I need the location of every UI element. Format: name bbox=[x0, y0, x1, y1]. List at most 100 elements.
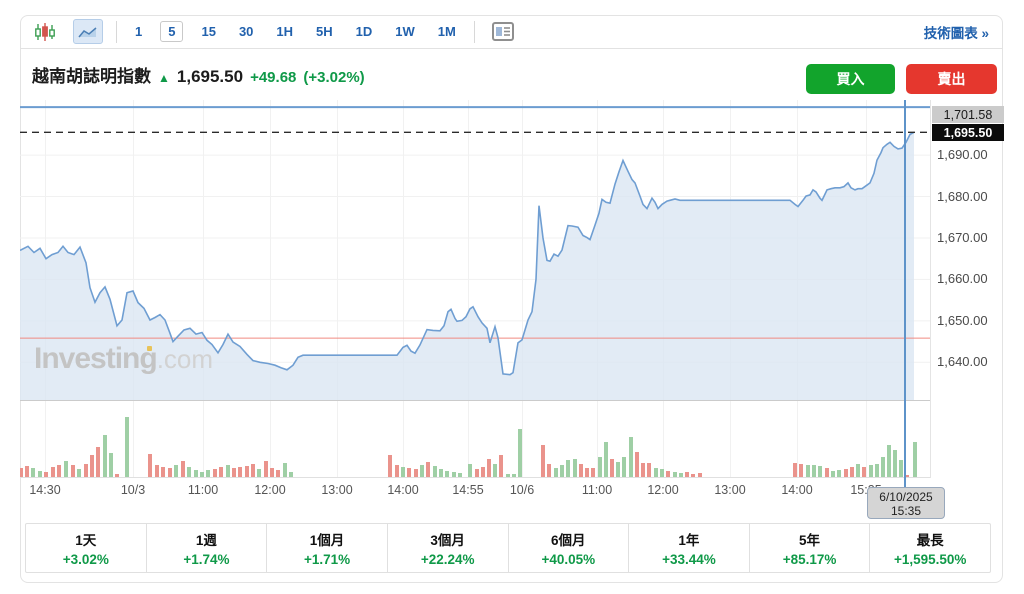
volume-bar bbox=[206, 470, 210, 477]
up-arrow-icon: ▲ bbox=[158, 71, 170, 85]
volume-bar bbox=[213, 469, 217, 477]
last-price-label: 1,695.50 bbox=[932, 124, 1004, 141]
perf-3month: 3個月 +22.24% bbox=[386, 524, 508, 572]
volume-bar bbox=[547, 464, 551, 477]
volume-bar bbox=[579, 464, 583, 477]
perf-max: 最長 +1,595.50% bbox=[869, 524, 990, 572]
volume-bar bbox=[90, 455, 94, 477]
instrument-title: 越南胡誌明指數 bbox=[32, 67, 151, 86]
interval-5h[interactable]: 5H bbox=[316, 24, 333, 39]
interval-1m[interactable]: 1M bbox=[437, 24, 456, 39]
volume-bar bbox=[395, 465, 399, 477]
x-axis-label: 11:00 bbox=[581, 483, 613, 497]
perf-label: 最長 bbox=[916, 533, 944, 548]
volume-bar bbox=[238, 467, 242, 477]
performance-strip: 1天 +3.02% 1週 +1.74% 1個月 +1.71% 3個月 +22.2… bbox=[25, 523, 991, 573]
interval-1w[interactable]: 1W bbox=[395, 24, 415, 39]
volume-bar bbox=[622, 457, 626, 477]
volume-bar bbox=[181, 461, 185, 477]
price-change: +49.68 bbox=[250, 69, 297, 86]
y-axis-label: 1,680.00 bbox=[937, 188, 988, 204]
interval-1h[interactable]: 1H bbox=[276, 24, 294, 39]
volume-bar bbox=[155, 465, 159, 477]
volume-bars bbox=[20, 417, 917, 477]
y-axis-label: 1,690.00 bbox=[937, 147, 988, 163]
axis-separator bbox=[930, 100, 931, 478]
toolbar-separator bbox=[473, 20, 475, 43]
quote-header: 越南胡誌明指數 ▲ 1,695.50 +49.68 (+3.02%) bbox=[32, 62, 365, 87]
perf-6month: 6個月 +40.05% bbox=[507, 524, 629, 572]
volume-bar bbox=[200, 472, 204, 477]
volume-bar bbox=[125, 417, 129, 477]
area-chart-icon[interactable] bbox=[73, 19, 103, 44]
x-axis-label: 10/6 bbox=[509, 483, 535, 497]
volume-bar bbox=[487, 459, 491, 477]
volume-bar bbox=[691, 474, 695, 477]
volume-bar bbox=[837, 470, 841, 477]
buy-button[interactable]: 買入 bbox=[806, 64, 895, 94]
volume-bar bbox=[869, 465, 873, 477]
tooltip-date: 6/10/2025 bbox=[879, 490, 933, 504]
volume-bar bbox=[25, 466, 29, 477]
volume-bar bbox=[174, 465, 178, 477]
volume-bar bbox=[518, 429, 522, 477]
volume-bar bbox=[616, 462, 620, 477]
x-axis-label: 12:00 bbox=[254, 483, 286, 497]
perf-value: +33.44% bbox=[662, 552, 716, 567]
perf-value: +1.74% bbox=[183, 552, 230, 567]
volume-bar bbox=[598, 457, 602, 477]
volume-bar bbox=[512, 474, 516, 477]
sell-button[interactable]: 賣出 bbox=[906, 64, 997, 94]
price-chart[interactable] bbox=[20, 100, 930, 478]
perf-value: +3.02% bbox=[62, 552, 109, 567]
x-axis-label: 13:00 bbox=[321, 483, 353, 497]
volume-bar bbox=[420, 465, 424, 477]
volume-bar bbox=[698, 473, 702, 477]
price-area-fill bbox=[20, 132, 914, 401]
volume-bar bbox=[187, 467, 191, 477]
volume-bar bbox=[862, 467, 866, 477]
y-axis-label: 1,640.00 bbox=[937, 354, 988, 370]
tooltip-time: 15:35 bbox=[890, 504, 922, 518]
volume-bar bbox=[57, 465, 61, 477]
volume-bar bbox=[51, 467, 55, 477]
technical-chart-link[interactable]: 技術圖表 » bbox=[923, 25, 989, 41]
candlestick-chart-icon[interactable] bbox=[30, 19, 60, 44]
interval-30[interactable]: 30 bbox=[238, 24, 254, 39]
price-change-percent: (+3.02%) bbox=[303, 69, 365, 86]
volume-bar bbox=[812, 465, 816, 477]
news-panel-icon[interactable] bbox=[488, 19, 518, 44]
volume-bar bbox=[71, 465, 75, 477]
volume-bar bbox=[161, 467, 165, 477]
volume-bar bbox=[493, 464, 497, 477]
volume-bar bbox=[881, 457, 885, 477]
volume-bar bbox=[433, 466, 437, 477]
volume-bar bbox=[38, 471, 42, 477]
volume-bar bbox=[245, 466, 249, 477]
interval-1[interactable]: 1 bbox=[135, 24, 143, 39]
volume-bar bbox=[610, 459, 614, 477]
y-axis-label: 1,660.00 bbox=[937, 271, 988, 287]
volume-bar bbox=[831, 471, 835, 477]
perf-value: +85.17% bbox=[782, 552, 837, 567]
volume-bar bbox=[44, 472, 48, 477]
volume-bar bbox=[666, 471, 670, 477]
perf-label: 5年 bbox=[799, 533, 821, 548]
volume-bar bbox=[887, 445, 891, 477]
volume-bar bbox=[673, 472, 677, 477]
volume-bar bbox=[388, 455, 392, 477]
volume-bar bbox=[84, 464, 88, 477]
volume-bar bbox=[168, 468, 172, 477]
interval-1d[interactable]: 1D bbox=[355, 24, 373, 39]
interval-5[interactable]: 5 bbox=[160, 21, 184, 42]
perf-label: 1個月 bbox=[309, 533, 345, 548]
perf-1day: 1天 +3.02% bbox=[26, 524, 146, 572]
volume-bar bbox=[806, 465, 810, 477]
volume-bar bbox=[407, 468, 411, 477]
y-axis-label: 1,670.00 bbox=[937, 229, 988, 245]
volume-bar bbox=[499, 455, 503, 477]
crosshair-vertical-line bbox=[904, 100, 906, 488]
interval-15[interactable]: 15 bbox=[201, 24, 216, 39]
x-axis-label: 12:00 bbox=[647, 483, 679, 497]
volume-bar bbox=[844, 469, 848, 477]
